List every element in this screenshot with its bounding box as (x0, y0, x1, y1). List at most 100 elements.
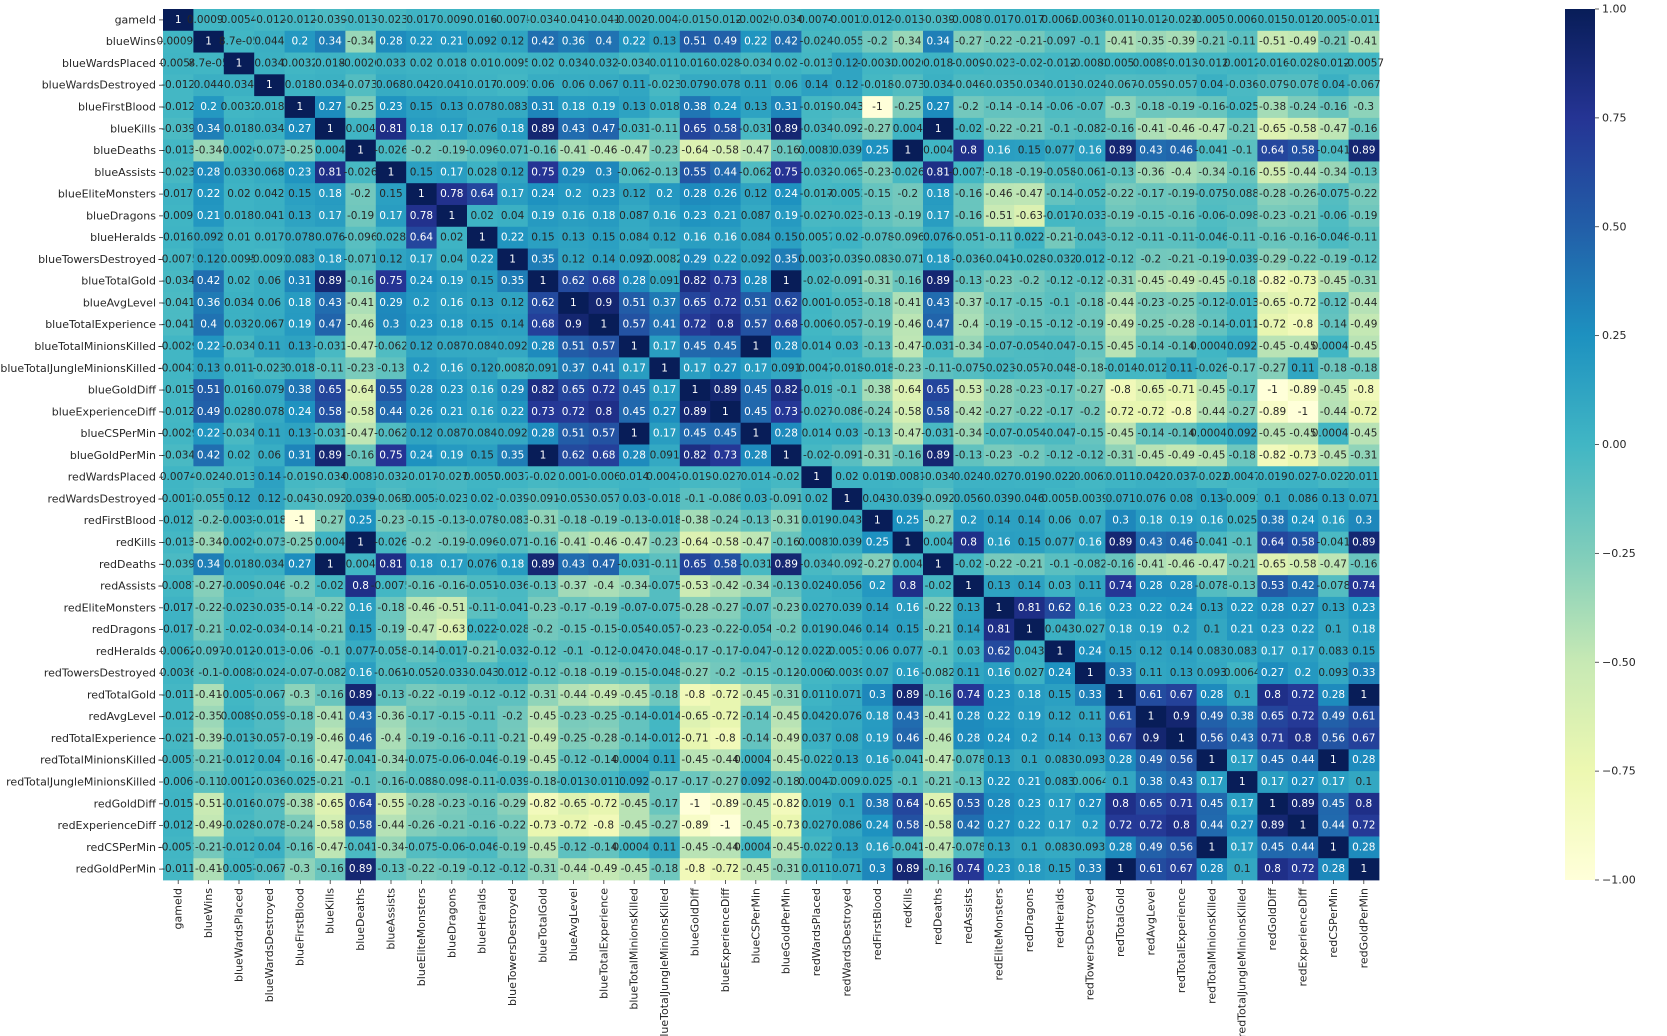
cell-value-label: 0.4 (200, 319, 217, 331)
cell-value-label: -0.15 (621, 667, 648, 679)
cell-value-label: 0.28 (1170, 580, 1193, 592)
cell-value-label: 0.33 (1352, 667, 1375, 679)
cell-value-label: 0.04 (1200, 79, 1224, 91)
cell-value-label: 0.15 (379, 188, 402, 200)
cell-value-label: 0.22 (1139, 602, 1162, 614)
cell-value-label: 0.51 (744, 297, 767, 309)
cell-value-label: 0.38 (1231, 711, 1254, 723)
cell-value-label: -0.21 (1016, 558, 1043, 570)
cell-value-label: 0.24 (866, 820, 890, 832)
heatmap-cell (558, 96, 589, 119)
cell-value-label: 0.092 (619, 776, 649, 788)
cell-value-label: -0.019 (800, 101, 834, 113)
cell-value-label: -0.18 (529, 776, 556, 788)
cell-value-label: 0.33 (1109, 667, 1132, 679)
row-label: redTotalMinionsKilled (40, 754, 156, 767)
cell-value-label: -0.16 (1350, 123, 1377, 135)
cell-value-label: 0.11 (653, 841, 676, 853)
cell-value-label: 0.47 (927, 319, 950, 331)
cell-value-label: -0.16 (1229, 166, 1256, 178)
cell-value-label: -0.0082 (1070, 57, 1111, 69)
heatmap-cell (619, 30, 650, 53)
heatmap-cell (497, 117, 529, 141)
cell-value-label: 1 (266, 79, 273, 91)
cell-value-label: 0.45 (744, 384, 767, 396)
cell-value-label: 0.49 (714, 36, 737, 48)
cell-value-label: -1 (1267, 384, 1277, 396)
cell-value-label: 0.041 (254, 210, 284, 222)
cell-value-label: 0.56 (1170, 841, 1194, 853)
heatmap-cell (1135, 117, 1167, 141)
heatmap-cell (1196, 74, 1228, 97)
row-label: blueDeaths (93, 144, 156, 157)
cell-value-label: -0.16 (894, 275, 921, 287)
cell-value-label: -0.17 (712, 645, 739, 657)
heatmap-cell (345, 9, 377, 32)
cell-value-label: 0.03 (623, 493, 646, 505)
cell-value-label: 0.11 (1079, 711, 1102, 723)
cell-value-label: 0.046 (832, 624, 862, 636)
cell-value-label: 0.011 (224, 362, 254, 374)
heatmap-cell (223, 96, 255, 119)
cell-value-label: -0.41 (347, 297, 374, 309)
cell-value-label: 0.34 (927, 36, 951, 48)
cell-value-label: 0.13 (288, 428, 311, 440)
cell-value-label: -0.031 (921, 341, 955, 353)
cell-value-label: -0.11 (651, 558, 678, 570)
cell-value-label: 0.17 (653, 428, 676, 440)
heatmap-cell (436, 96, 468, 119)
heatmap-cell (1348, 30, 1380, 53)
cell-value-label: -0.64 (894, 384, 921, 396)
cell-value-label: 0.014 (802, 341, 832, 353)
cell-value-label: 0.018 (254, 101, 284, 113)
cell-value-label: -0.019 (678, 471, 712, 483)
cell-value-label: -0.46 (347, 319, 374, 331)
cell-value-label: 0.29 (501, 384, 524, 396)
heatmap-cell (1014, 74, 1045, 97)
heatmap-cell (1318, 30, 1349, 53)
column-label: blueExperienceDiff (719, 888, 732, 993)
cell-value-label: 0.16 (896, 667, 920, 679)
cell-value-label: -0.23 (438, 798, 465, 810)
cell-value-label: 0.13 (987, 841, 1010, 853)
cell-value-label: 0.24 (987, 732, 1011, 744)
cell-value-label: 0.21 (440, 36, 463, 48)
cell-value-label: -0.078 (952, 754, 986, 766)
heatmap-cell (254, 74, 285, 97)
cell-value-label: -0.72 (590, 798, 617, 810)
cell-value-label: 0.17 (319, 210, 342, 222)
heatmap-cell (831, 117, 863, 141)
heatmap-cell (558, 30, 589, 53)
cell-value-label: 0.11 (1291, 362, 1314, 374)
cell-value-label: -0.083 (496, 515, 530, 527)
cell-value-label: -0.18 (651, 863, 678, 875)
cell-value-label: -0.018 (648, 515, 682, 527)
cell-value-label: -0.16 (529, 145, 556, 157)
cell-value-label: 1 (540, 275, 547, 287)
cell-value-label: -0.0092 (492, 79, 533, 91)
cell-value-label: -0.0029 (158, 341, 199, 353)
cell-value-label: -0.0087 (948, 14, 989, 26)
cell-value-label: 0.16 (349, 667, 373, 679)
cell-value-label: 0.028 (376, 232, 406, 244)
cell-value-label: 0.56 (1200, 732, 1224, 744)
cell-value-label: 0.45 (683, 428, 706, 440)
cell-value-label: 0.087 (437, 341, 467, 353)
cell-value-label: 0.027 (1288, 471, 1318, 483)
heatmap-cell (558, 52, 589, 75)
cell-value-label: -0.016 (222, 798, 256, 810)
cell-value-label: 0.077 (1045, 145, 1075, 157)
cell-value-label: 1 (904, 536, 911, 548)
cell-value-label: -0.19 (1320, 253, 1347, 265)
cell-value-label: 0.07 (866, 667, 889, 679)
heatmap-cell (345, 96, 377, 119)
cell-value-label: -0.47 (1016, 188, 1043, 200)
cell-value-label: 0.083 (498, 101, 528, 113)
cell-value-label: 0.43 (1139, 145, 1162, 157)
cell-value-label: -0.011 (1104, 14, 1138, 26)
cell-value-label: -0.059 (1134, 79, 1168, 91)
heatmap-cell (801, 74, 833, 97)
cell-value-label: -0.89 (712, 798, 739, 810)
cell-value-label: 0.45 (683, 341, 706, 353)
heatmap-cell (1227, 74, 1258, 97)
